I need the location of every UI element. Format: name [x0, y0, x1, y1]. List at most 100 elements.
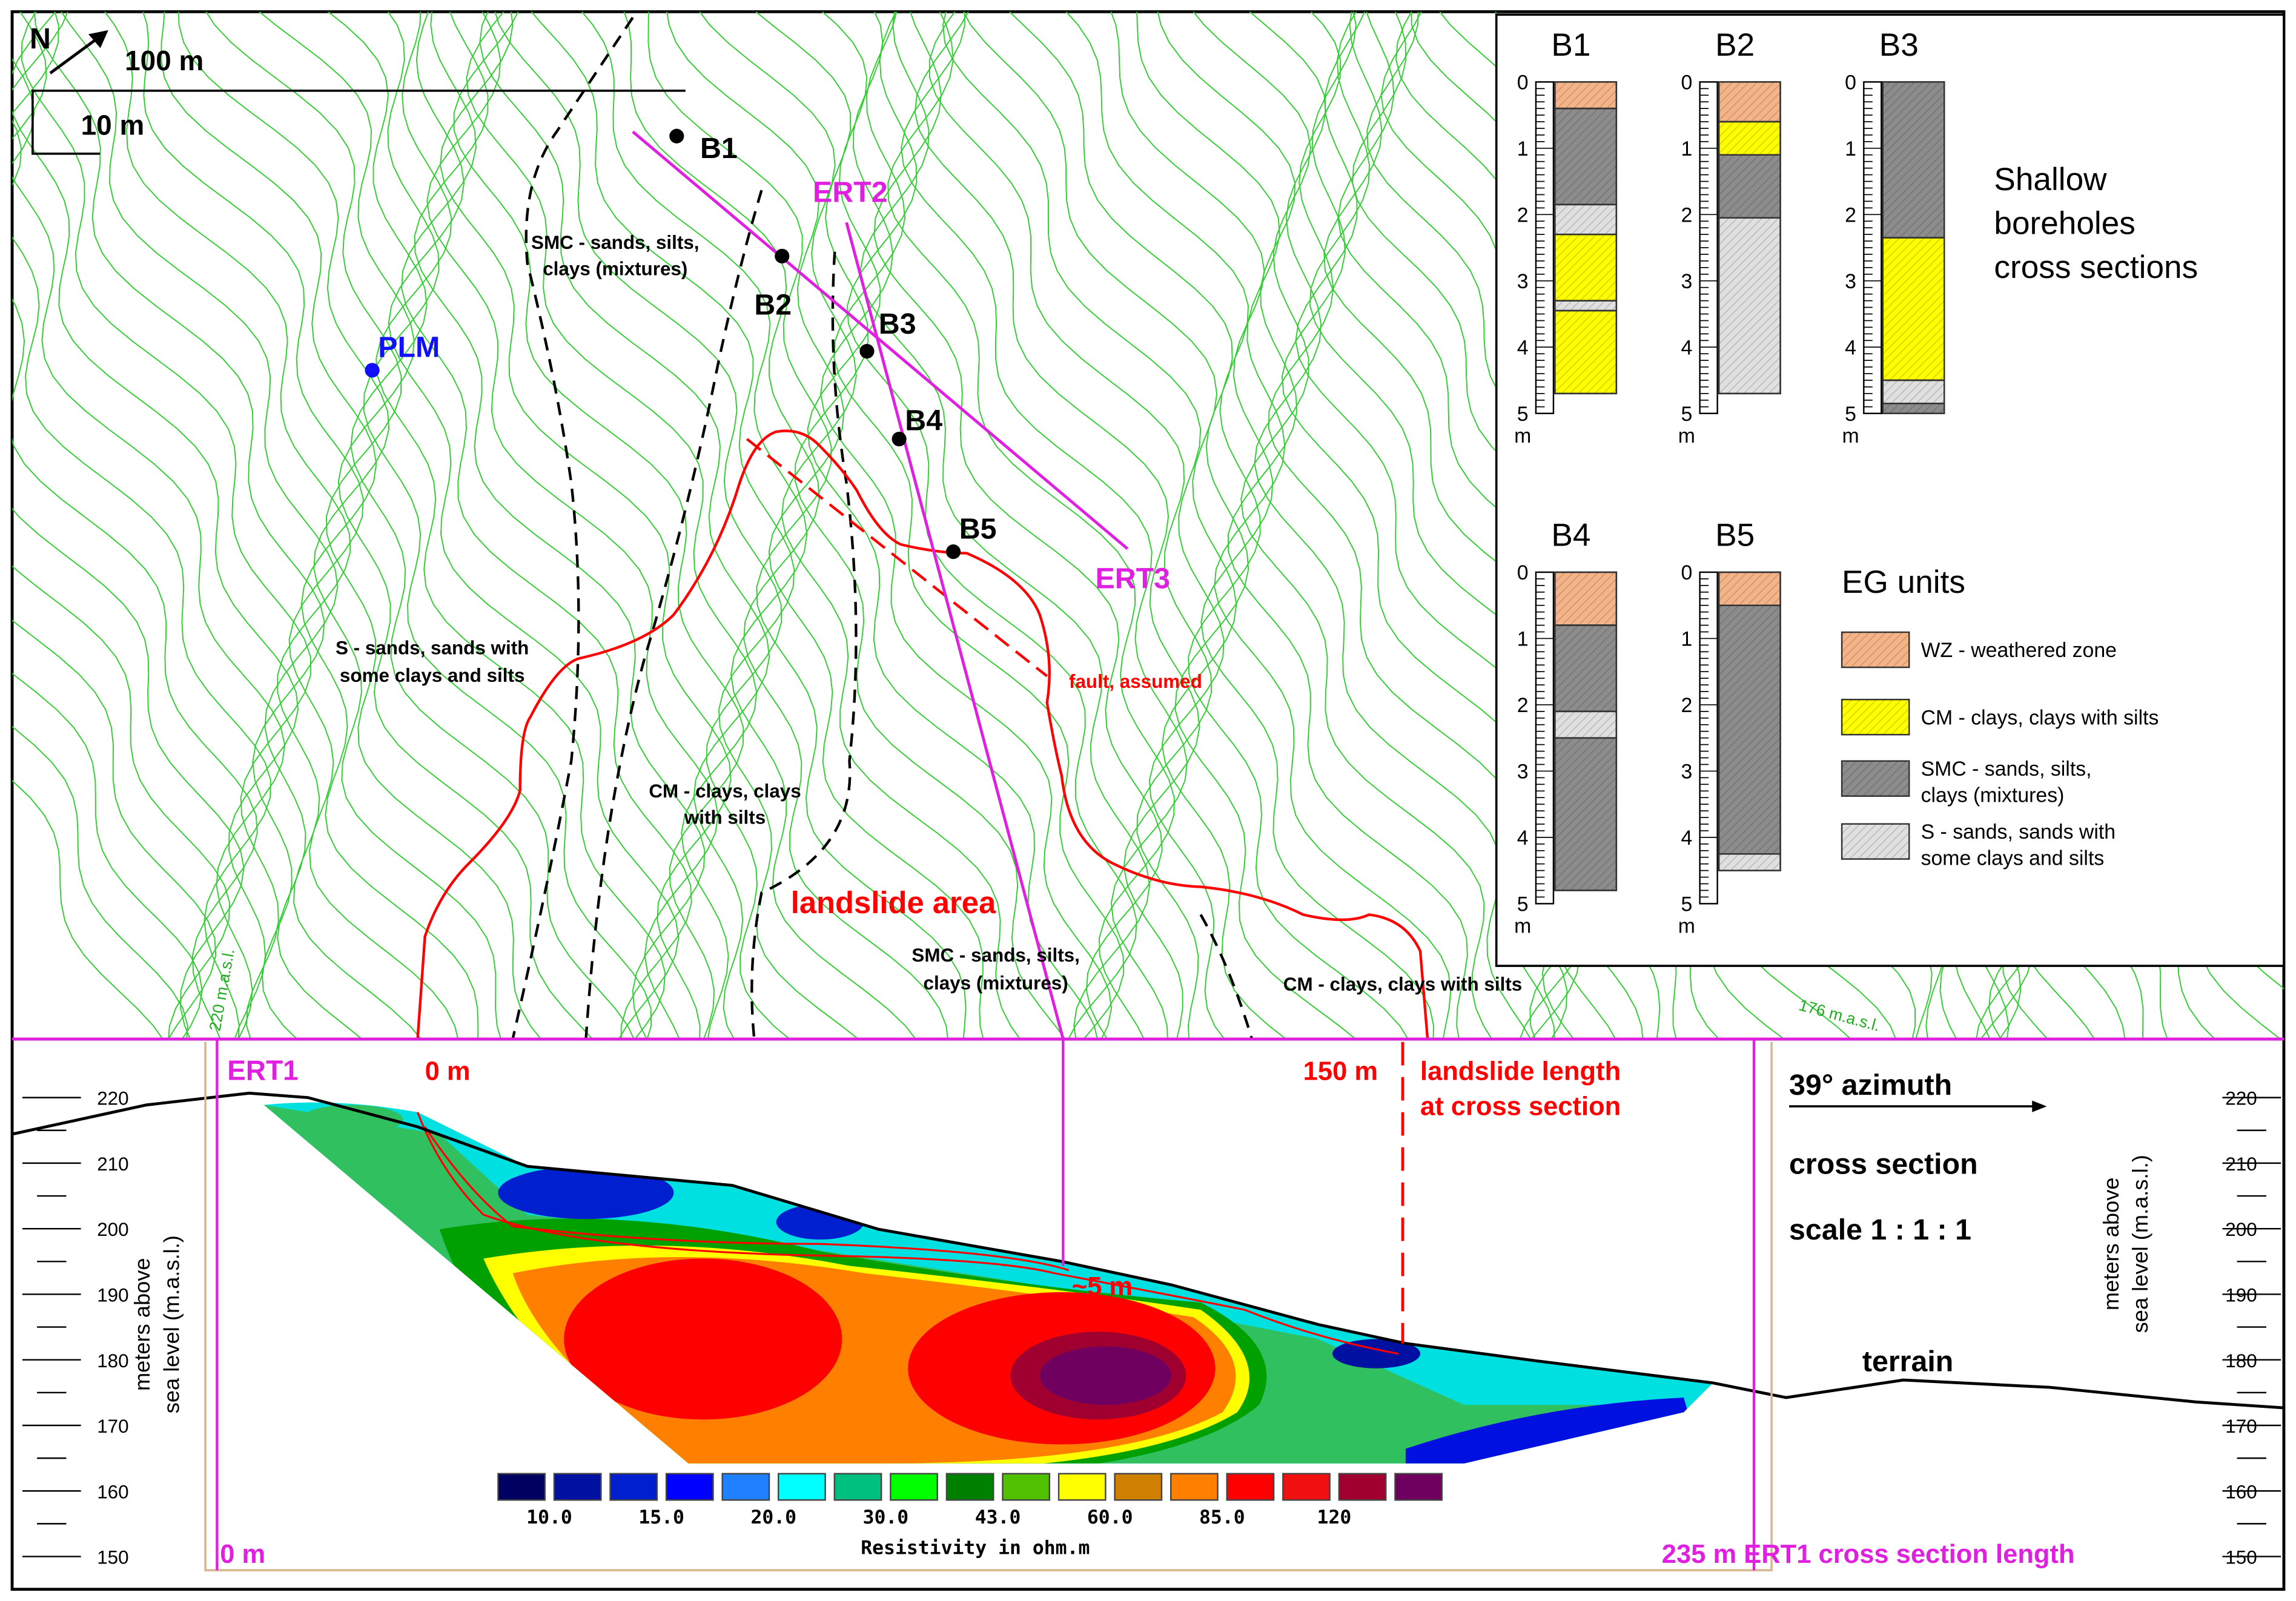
axis-tick-label: 210 [2225, 1154, 2257, 1175]
colorbar-swatch [833, 1473, 882, 1501]
unit-cm-1: CM - clays, clays [649, 781, 801, 802]
scale-vertical: 10 m [81, 109, 145, 140]
contour-line [12, 12, 203, 1039]
colorbar-label: 85.0 [1199, 1507, 1245, 1528]
depth-tick: 4 [1517, 827, 1529, 850]
fault-line [746, 438, 1048, 678]
contour-line [12, 12, 299, 1039]
unit-cm-2: with silts [684, 807, 766, 828]
axis-title-left-1: meters above [130, 1258, 154, 1391]
contour-line [363, 12, 652, 1039]
contour-line [887, 12, 1175, 1039]
legend-label: S - sands, sands with [1921, 820, 2116, 843]
depth-tick: 2 [1681, 694, 1692, 717]
colorbar-swatch [665, 1473, 714, 1501]
contour-line [621, 12, 949, 1039]
axis-tick-label: 190 [97, 1285, 128, 1306]
depth-tick: 5 [1517, 403, 1529, 426]
fault-label: fault, assumed [1069, 671, 1202, 692]
legend-label: CM - clays, clays with silts [1921, 706, 2159, 729]
depth-unit: m [1514, 915, 1531, 938]
terrain-line [12, 1091, 2284, 1410]
depth-tick: 4 [1681, 336, 1692, 359]
axis-title-right-1: meters above [2099, 1177, 2123, 1310]
contour-line [414, 12, 706, 1039]
depth-tick: 0 [1681, 71, 1692, 94]
unit-labels: SMC - sands, silts, clays (mixtures) S -… [336, 232, 1522, 995]
axis-tick-label: 160 [97, 1481, 128, 1502]
contour-line [1108, 12, 1434, 1039]
contour-line [527, 12, 884, 1039]
unit-smc-top-1: SMC - sands, silts, [531, 232, 699, 253]
contour-line [12, 12, 231, 1039]
depth-tick: 4 [1681, 827, 1692, 850]
ert2-label: ERT2 [813, 176, 888, 209]
contour-line [177, 12, 512, 1039]
contour-line [12, 12, 173, 1039]
contour-line [466, 12, 758, 1039]
axis-tick-label: 170 [97, 1416, 128, 1437]
north-arrow-icon [49, 30, 108, 74]
elevation-axes: 220 220 210 210 200 200 190 190 180 180 170 170 160 1… [22, 1088, 2281, 1590]
colorbar-swatch [1057, 1473, 1107, 1501]
axis-tick-label: 210 [97, 1154, 128, 1175]
azimuth-arrow-icon [1789, 1100, 2047, 1112]
axis-tick-label: 200 [2225, 1219, 2257, 1240]
depth-tick: 0 [1517, 71, 1529, 94]
contour-line [942, 12, 1246, 1039]
borehole-label-b5: B5 [959, 512, 997, 545]
depth-tick: 1 [1845, 137, 1856, 160]
depth-tick: 3 [1517, 761, 1529, 784]
contour-line [160, 12, 480, 1039]
axis-tick-label: 220 [2225, 1088, 2257, 1109]
colorbar-swatch [1282, 1473, 1331, 1501]
legend-item-cm: CM - clays, clays with silts [1841, 699, 2159, 736]
contour-line [253, 12, 612, 1039]
contour-line [750, 12, 1080, 1039]
landslide-area-label: landslide area [791, 885, 996, 920]
contour-line [928, 12, 1213, 1039]
contour-line [12, 12, 217, 1039]
contour-line [33, 12, 325, 1039]
unit-smc-bot-1: SMC - sands, silts, [911, 945, 1079, 966]
legend-item-wz: WZ - weathered zone [1841, 631, 2117, 668]
panel-title-3: cross sections [1994, 249, 2198, 285]
contour-line [12, 12, 286, 1039]
axis-tick-label: 200 [97, 1219, 128, 1240]
depth-unit: m [1678, 424, 1695, 447]
axis-tick-label: 220 [97, 1088, 128, 1109]
colorbar-label: 60.0 [1087, 1507, 1133, 1528]
colorbar-swatch [1170, 1473, 1219, 1501]
depth-tick: 2 [1517, 203, 1529, 226]
contour-line [12, 12, 258, 1039]
depth-tick: 3 [1517, 270, 1529, 293]
depth-tick: 5 [1681, 893, 1692, 916]
legend-label: clays (mixtures) [1921, 784, 2065, 807]
contour-line [375, 12, 666, 1039]
depth-tick: 5 [1845, 403, 1856, 426]
depth-unit: m [1842, 424, 1859, 447]
axis-tick-label: 180 [97, 1350, 128, 1372]
colorbar-swatch [778, 1473, 826, 1501]
contour-line [439, 12, 732, 1039]
axis-tick-label: 190 [2225, 1285, 2257, 1306]
contour-line [12, 12, 188, 1039]
colorbar-label: 120 [1317, 1507, 1352, 1528]
axis-tick-label: 150 [97, 1547, 128, 1568]
depth-tick: 3 [1845, 270, 1856, 293]
legend-label: SMC - sands, silts, [1921, 758, 2092, 781]
axis-title-right: meters above sea level (m.a.s.l.) [2099, 1155, 2152, 1333]
legend-item-s: S - sands, sands with some clays and silt… [1841, 820, 2116, 870]
unit-cm-right: CM - clays, clays with silts [1283, 974, 1522, 995]
colorbar-swatch [1338, 1473, 1387, 1501]
scale-bar [31, 90, 686, 155]
colorbar-swatch [1226, 1473, 1275, 1501]
unit-s-2: some clays and silts [340, 665, 525, 686]
axis-tick-label: 180 [2225, 1350, 2257, 1372]
ert3-label: ERT3 [1095, 563, 1170, 595]
contour-line [202, 12, 561, 1039]
unit-smc-bot-2: clays (mixtures) [924, 972, 1068, 994]
legend-title: EG units [1842, 564, 1965, 600]
contour-line [833, 12, 1125, 1039]
